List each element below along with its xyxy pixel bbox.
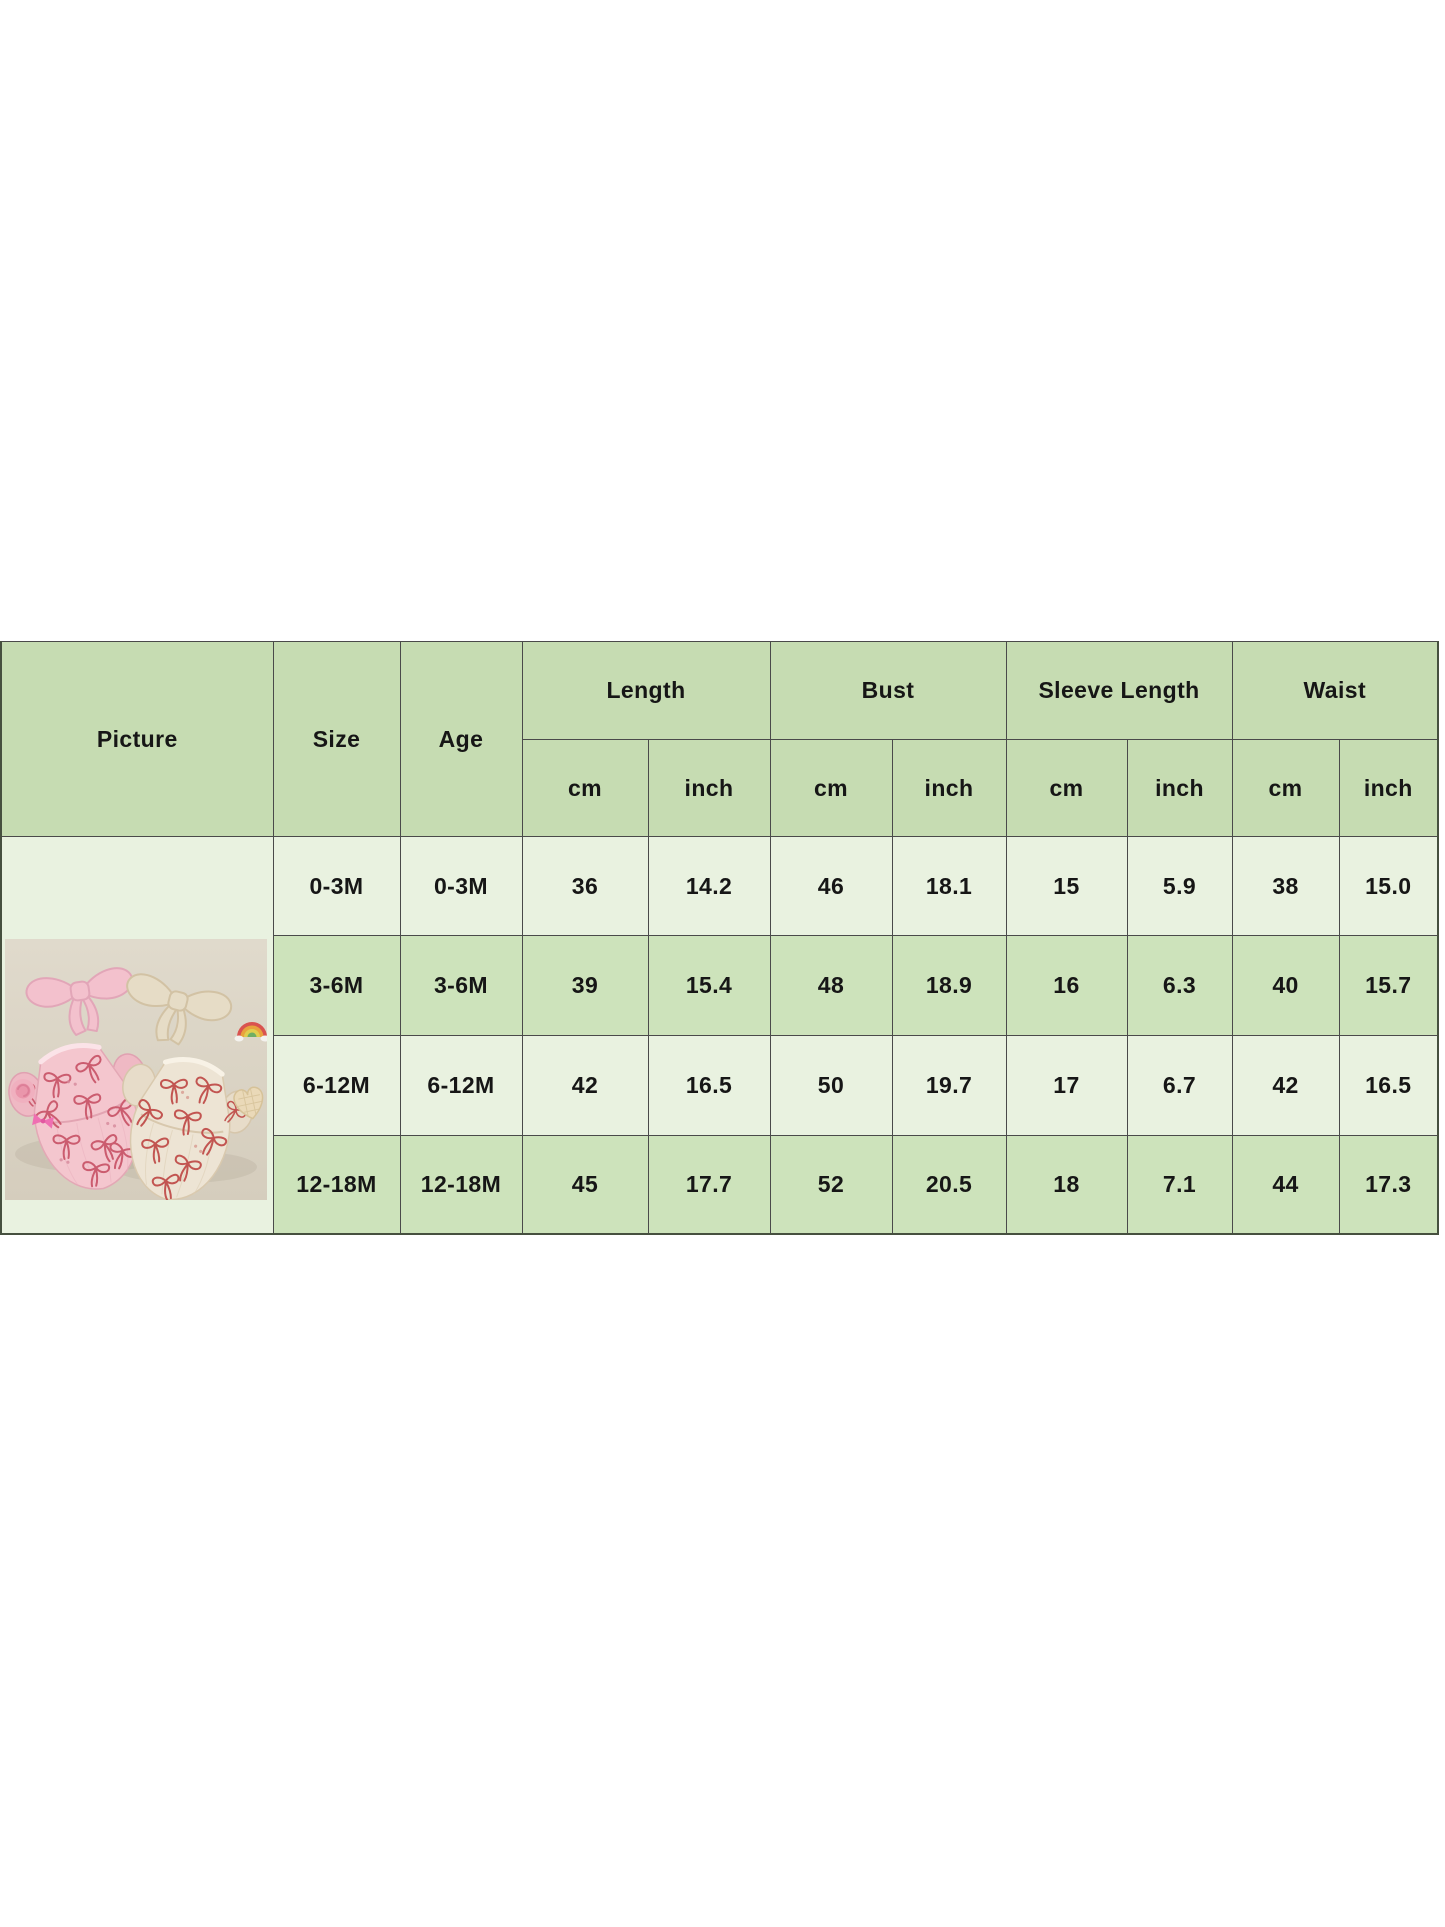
sleeve-inch-cell: 6.3 [1126,935,1233,1036]
sleeve-cm-header: cm [1005,739,1128,837]
crochet-heart [233,1086,264,1120]
length-cm-cell: 42 [521,1035,649,1136]
rompers-photo-illustration [5,939,267,1201]
size-chart: Picture Size Age Length Bust Sleeve Leng… [0,641,1440,1235]
bust-cm-header: cm [769,739,893,837]
sleeve-cm-cell: 16 [1005,935,1128,1036]
size-cell: 6-12M [272,1035,401,1136]
waist-inch-cell: 15.7 [1338,935,1439,1036]
sleeve-inch-cell: 6.7 [1126,1035,1233,1136]
age-column-header: Age [399,641,523,837]
size-cell: 3-6M [272,935,401,1036]
bust-inch-cell: 20.5 [891,1135,1007,1234]
length-cm-header: cm [521,739,649,837]
length-cm-cell: 39 [521,935,649,1036]
bust-cm-cell: 52 [769,1135,893,1234]
waist-cm-cell: 44 [1231,1135,1340,1234]
flower-accent [11,1079,35,1104]
length-inch-cell: 14.2 [647,836,771,936]
waist-inch-cell: 16.5 [1338,1035,1439,1136]
sleeve-inch-cell: 5.9 [1126,836,1233,936]
length-cm-cell: 45 [521,1135,649,1234]
waist-cm-header: cm [1231,739,1340,837]
waist-cm-cell: 42 [1231,1035,1340,1136]
bust-cm-cell: 50 [769,1035,893,1136]
waist-inch-cell: 15.0 [1338,836,1439,936]
size-column-header: Size [272,641,401,837]
picture-cell [0,836,274,1234]
sleeve-inch-header: inch [1126,739,1233,837]
rainbow-patch [234,1022,267,1042]
waist-cm-cell: 38 [1231,836,1340,936]
waist-inch-cell: 17.3 [1338,1135,1439,1234]
length-cm-cell: 36 [521,836,649,936]
length-inch-header: inch [647,739,771,837]
bust-inch-cell: 19.7 [891,1035,1007,1136]
length-inch-cell: 15.4 [647,935,771,1036]
picture-column-header: Picture [0,641,274,837]
size-cell: 0-3M [272,836,401,936]
cream-romper [122,1057,254,1201]
bust-cm-cell: 48 [769,935,893,1036]
sleeve-inch-cell: 7.1 [1126,1135,1233,1234]
table-row: 12-18M 12-18M 45 17.7 52 20.5 18 7.1 44 … [1,1135,1439,1234]
sleeve-cm-cell: 18 [1005,1135,1128,1234]
size-chart-table: Picture Size Age Length Bust Sleeve Leng… [0,641,1440,1235]
age-cell: 3-6M [399,935,523,1036]
product-photo [5,939,267,1201]
sleeve-cm-cell: 15 [1005,836,1128,936]
sleeve-length-group-header: Sleeve Length [1005,641,1233,740]
size-cell: 12-18M [272,1135,401,1234]
mini-bow-accent [32,1113,54,1129]
length-inch-cell: 17.7 [647,1135,771,1234]
bust-inch-cell: 18.1 [891,836,1007,936]
waist-inch-header: inch [1338,739,1439,837]
table-row: 6-12M 6-12M 42 16.5 50 19.7 17 6.7 42 16… [1,1035,1439,1136]
length-group-header: Length [521,641,771,740]
table-row: 0-3M 0-3M 36 14.2 46 18.1 15 5.9 38 15.0 [0,836,1439,1234]
bust-group-header: Bust [769,641,1007,740]
bust-inch-header: inch [891,739,1007,837]
table-row: 3-6M 3-6M 39 15.4 48 18.9 16 6.3 40 15.7 [1,935,1439,1036]
length-inch-cell: 16.5 [647,1035,771,1136]
sleeve-cm-cell: 17 [1005,1035,1128,1136]
bust-inch-cell: 18.9 [891,935,1007,1036]
age-cell: 6-12M [399,1035,523,1136]
age-cell: 12-18M [399,1135,523,1234]
age-cell: 0-3M [399,836,523,936]
waist-group-header: Waist [1231,641,1439,740]
waist-cm-cell: 40 [1231,935,1340,1036]
bust-cm-cell: 46 [769,836,893,936]
